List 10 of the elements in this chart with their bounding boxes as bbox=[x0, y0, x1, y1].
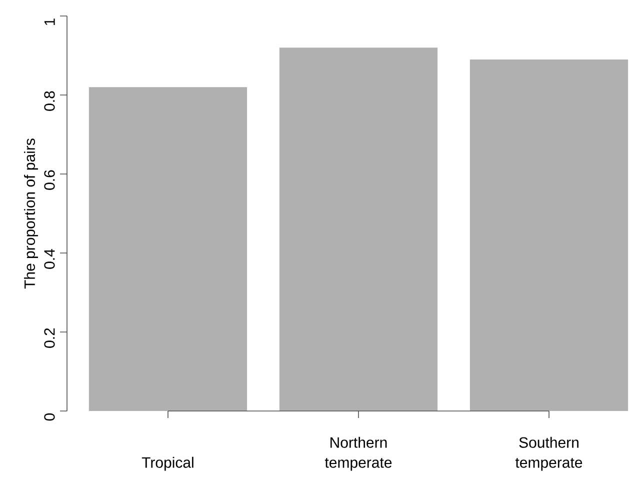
y-tick-label: 0.6 bbox=[44, 170, 55, 190]
x-tick-label: Southern temperate bbox=[515, 436, 582, 471]
y-tick-label: 1 bbox=[44, 18, 55, 26]
y-tick-label: 0 bbox=[44, 413, 55, 421]
x-tick-label: Northern temperate bbox=[324, 436, 392, 471]
y-tick-label: 0.2 bbox=[44, 328, 55, 348]
y-tick-label: 0.8 bbox=[44, 91, 55, 111]
x-tick-label: Tropical bbox=[142, 456, 194, 471]
y-tick-label: 0.4 bbox=[44, 249, 55, 269]
y-axis-title: The proportion of pairs bbox=[24, 138, 38, 289]
